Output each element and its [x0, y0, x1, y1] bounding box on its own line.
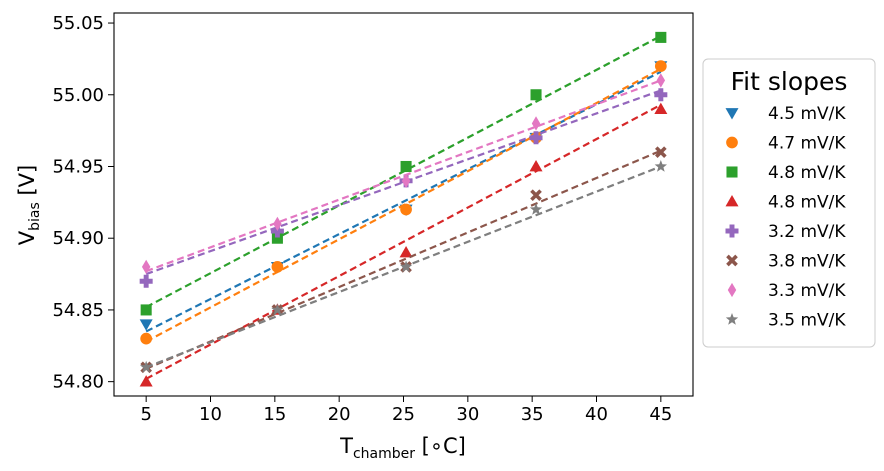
data-point — [139, 360, 153, 373]
x-tick-label: 30 — [456, 404, 479, 425]
series-3 — [140, 31, 667, 316]
legend-label: 3.8 mV/K — [768, 252, 846, 272]
legend-label: 4.8 mV/K — [768, 163, 846, 183]
plot-area — [139, 31, 668, 387]
legend-label: 4.7 mV/K — [768, 134, 846, 154]
data-point — [401, 173, 411, 188]
data-point — [400, 160, 412, 173]
data-point — [271, 232, 283, 244]
data-point — [654, 102, 668, 114]
legend-item: 3.5 mV/K — [725, 311, 846, 331]
y-tick-label: 54.90 — [52, 228, 104, 249]
legend-frame — [702, 58, 876, 348]
legend-label: 4.5 mV/K — [768, 104, 846, 124]
data-point — [271, 261, 284, 273]
y-tick-label: 55.05 — [52, 13, 104, 34]
data-point — [399, 260, 413, 273]
data-point — [656, 73, 666, 88]
legend-marker — [725, 224, 739, 238]
data-point — [654, 88, 668, 102]
data-point — [273, 216, 282, 232]
data-point — [139, 375, 153, 387]
legend-marker — [727, 282, 737, 298]
data-point — [400, 203, 412, 216]
data-point — [654, 60, 667, 72]
fit-line — [145, 70, 662, 333]
legend-label: 3.3 mV/K — [768, 281, 846, 301]
data-point — [270, 224, 284, 238]
x-tick-label: 25 — [392, 404, 415, 425]
legend-marker — [726, 136, 738, 149]
data-point — [530, 89, 542, 101]
legend-marker — [725, 195, 739, 207]
legend-label: 3.2 mV/K — [768, 222, 846, 242]
data-point — [654, 159, 668, 172]
legend-item: 3.8 mV/K — [726, 252, 846, 272]
axes: 5 10 15 20 25 30 35 40 45 54.80 54.85 54.90 54.95 55.… — [52, 13, 672, 425]
legend-marker — [725, 108, 739, 120]
series-1 — [139, 61, 668, 333]
legend-label: 3.5 mV/K — [768, 311, 846, 331]
series-5 — [139, 88, 668, 288]
x-tick-label: 20 — [328, 404, 351, 425]
data-point — [139, 319, 153, 331]
series-7 — [141, 73, 666, 275]
x-tick-label: 35 — [521, 404, 544, 425]
data-point — [399, 246, 413, 258]
legend-entries: 4.5 mV/K 4.7 mV/K 4.8 mV/K 4.8 mV/K 3.2 mV/K… — [725, 104, 846, 331]
data-point — [529, 131, 543, 145]
y-tick-label: 55.00 — [52, 85, 104, 106]
data-point — [139, 274, 153, 288]
legend-label: 4.8 mV/K — [768, 193, 846, 213]
legend-marker — [726, 254, 738, 267]
x-tick-label: 40 — [585, 404, 608, 425]
x-tick-label: 10 — [199, 404, 222, 425]
fit-line — [145, 89, 662, 276]
data-point — [655, 31, 667, 43]
x-tick-label: 5 — [140, 404, 151, 425]
data-point — [140, 304, 152, 316]
legend-marker — [726, 166, 738, 178]
fit-line — [145, 79, 662, 273]
legend-item: 4.8 mV/K — [725, 193, 846, 213]
y-tick-label: 54.85 — [52, 300, 104, 321]
y-tick-label: 54.80 — [52, 372, 104, 393]
fit-line — [145, 149, 662, 370]
x-tick-label: 45 — [649, 404, 672, 425]
data-point — [141, 259, 151, 275]
data-point — [655, 146, 667, 158]
data-point — [530, 189, 542, 201]
y-axis-label: Vbias [V] — [15, 165, 43, 245]
data-point — [140, 332, 153, 345]
data-point — [529, 203, 543, 215]
series-8 — [139, 159, 668, 373]
data-point — [529, 159, 543, 172]
legend-item: 4.8 mV/K — [726, 163, 846, 183]
legend-title: Fit slopes — [731, 67, 848, 96]
legend-item: 4.7 mV/K — [726, 134, 846, 154]
legend-item: 4.5 mV/K — [725, 104, 846, 124]
y-tick-label: 54.95 — [52, 156, 104, 177]
data-point — [271, 303, 284, 316]
x-axis-label: Tchamber [∘C] — [339, 434, 466, 462]
x-tick-label: 15 — [263, 404, 286, 425]
legend: Fit slopes 4.5 mV/K 4.7 mV/K 4.8 mV/K 4.8 m… — [702, 58, 876, 348]
data-point — [531, 116, 541, 131]
legend-marker — [725, 313, 739, 325]
legend-item: 3.3 mV/K — [727, 281, 846, 301]
legend-item: 3.2 mV/K — [725, 222, 846, 242]
fit-line — [145, 103, 662, 380]
